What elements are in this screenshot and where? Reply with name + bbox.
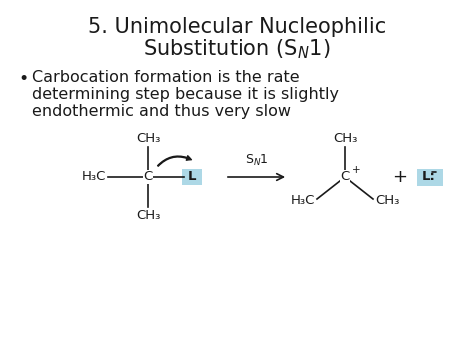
FancyArrowPatch shape: [157, 155, 191, 166]
Text: CH₃: CH₃: [375, 193, 400, 207]
FancyBboxPatch shape: [182, 169, 202, 185]
Text: S$_N$1: S$_N$1: [245, 153, 268, 168]
Text: Substitution (S$_N$1): Substitution (S$_N$1): [143, 37, 331, 61]
Text: L: L: [188, 170, 196, 184]
Text: CH₃: CH₃: [136, 209, 160, 222]
Text: L:: L:: [422, 170, 436, 184]
Text: C: C: [143, 170, 153, 184]
FancyBboxPatch shape: [417, 169, 443, 186]
Text: determining step because it is slightly: determining step because it is slightly: [32, 87, 339, 102]
Text: •: •: [18, 70, 28, 88]
Text: CH₃: CH₃: [333, 132, 357, 145]
Text: H₃C: H₃C: [291, 193, 315, 207]
Text: CH₃: CH₃: [136, 132, 160, 145]
Text: C: C: [340, 170, 350, 184]
Text: 5. Unimolecular Nucleophilic: 5. Unimolecular Nucleophilic: [88, 17, 386, 37]
Text: Carbocation formation is the rate: Carbocation formation is the rate: [32, 70, 300, 85]
Text: H₃C: H₃C: [82, 170, 106, 184]
Text: +: +: [392, 168, 408, 186]
Text: endothermic and thus very slow: endothermic and thus very slow: [32, 104, 291, 119]
Text: +: +: [352, 165, 361, 175]
